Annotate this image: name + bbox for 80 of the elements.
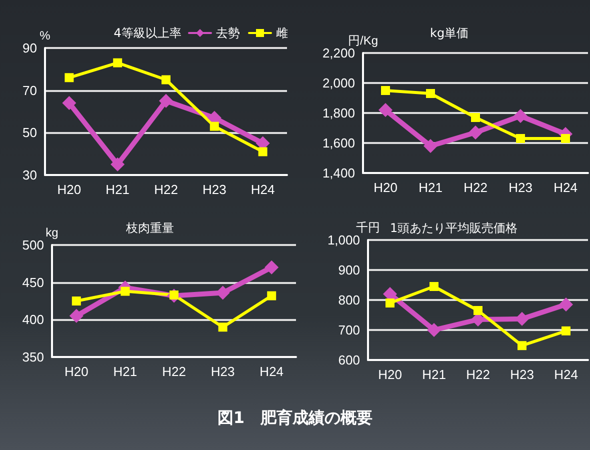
x-tick-label: H23 (202, 182, 226, 197)
point (210, 122, 219, 131)
y-tick-label: 2,000 (322, 76, 355, 90)
point (113, 58, 122, 68)
y-tick-label: 500 (22, 238, 44, 252)
point (258, 147, 268, 156)
y-tick-label: 350 (22, 350, 44, 364)
point (378, 103, 392, 117)
point (72, 296, 81, 306)
x-tick-label: H22 (162, 364, 186, 379)
x-tick-label: H24 (260, 364, 284, 379)
chart-title: 枝肉重量 (125, 221, 174, 235)
y-tick-label: 400 (22, 312, 44, 328)
point (62, 96, 76, 110)
point (559, 298, 573, 312)
point (110, 157, 125, 172)
y-tick-label: 900 (338, 262, 360, 278)
y-tick-label: 450 (22, 274, 44, 290)
point (426, 89, 435, 98)
x-tick-label: H21 (106, 182, 130, 197)
y-tick-label: 1,000 (327, 232, 360, 248)
y-tick-label: 50 (22, 125, 37, 140)
y-tick-label: 700 (338, 322, 360, 338)
y-tick-label: 1,800 (322, 106, 355, 120)
x-tick-label: H20 (378, 367, 402, 382)
point (120, 286, 130, 296)
x-tick-label: H22 (154, 182, 178, 197)
y-tick-label: 30 (22, 168, 37, 182)
x-tick-label: H20 (57, 182, 82, 197)
x-tick-label: H21 (113, 364, 138, 379)
point (386, 298, 394, 308)
point (159, 94, 173, 108)
y-axis-title: % (40, 28, 51, 43)
point (471, 113, 480, 122)
x-tick-label: H22 (466, 367, 490, 382)
y-tick-label: 800 (338, 292, 360, 308)
x-tick-label: H20 (374, 180, 398, 195)
point (427, 323, 441, 337)
point (218, 322, 228, 332)
y-tick-label: 70 (22, 82, 37, 98)
point (264, 260, 279, 274)
chart-title: kg単価 (430, 26, 469, 40)
point (69, 308, 84, 323)
point (64, 73, 74, 82)
chart-title: 4等級以上率 (114, 26, 182, 40)
point (424, 139, 438, 153)
point (216, 286, 230, 300)
point (162, 75, 170, 84)
x-tick-label: H23 (508, 180, 532, 195)
point (468, 126, 482, 140)
point (514, 109, 528, 123)
y-tick-label: 1,600 (322, 136, 355, 150)
legend-label: 去勢 (216, 26, 240, 40)
x-tick-label: H21 (418, 180, 442, 195)
x-tick-label: H23 (210, 364, 235, 379)
point (518, 341, 526, 350)
y-tick-label: 600 (338, 352, 360, 368)
x-tick-label: H24 (554, 367, 578, 382)
x-tick-label: H24 (250, 182, 275, 197)
point (267, 291, 276, 300)
legend-label: 雌 (276, 26, 288, 40)
x-tick-label: H22 (464, 180, 488, 195)
y-tick-label: 2,200 (322, 46, 355, 60)
y-axis-title: kg (46, 226, 58, 240)
point (516, 134, 525, 143)
x-tick-label: H20 (64, 364, 88, 379)
y-tick-label: 1,400 (322, 166, 355, 180)
chart-title: 1頭あたり平均販売価格 (390, 221, 518, 235)
x-tick-label: H21 (422, 367, 446, 382)
point (474, 306, 482, 315)
x-tick-label: H24 (554, 180, 578, 195)
point (430, 282, 438, 291)
point (562, 326, 570, 336)
y-axis-title: 円/Kg (348, 34, 378, 48)
point (381, 86, 390, 95)
point (561, 134, 570, 143)
y-axis-title: 千円 (356, 220, 380, 235)
caption: 図1 肥育成績の概要 (216, 408, 374, 429)
y-tick-label: 90 (22, 40, 37, 56)
x-tick-label: H23 (510, 367, 534, 382)
